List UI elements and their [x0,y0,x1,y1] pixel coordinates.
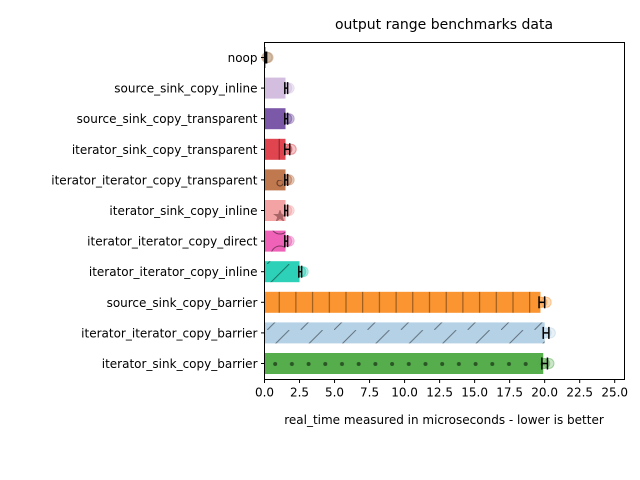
x-tick-label: 25.0 [601,386,628,400]
chart-title: output range benchmarks data [335,17,553,33]
x-tick-label: 7.5 [360,386,379,400]
y-tick-label: iterator_sink_copy_barrier [102,357,258,371]
x-tick-label: 15.0 [461,386,488,400]
x-tick-label: 22.5 [566,386,593,400]
x-tick-label: 0.0 [255,386,274,400]
bars-layer [261,47,556,374]
y-tick-label: iterator_iterator_copy_barrier [81,326,257,340]
x-tick-label: 17.5 [496,386,523,400]
y-tick-label: source_sink_copy_inline [114,82,257,96]
y-tick-label: iterator_iterator_copy_transparent [51,173,258,187]
x-axis-label: real_time measured in microseconds - low… [284,413,604,427]
bar-iterator_iterator_copy_transparent [264,169,286,191]
y-tick-label: source_sink_copy_barrier [107,296,258,310]
x-tick-label: 2.5 [290,386,309,400]
x-tick-label: 10.0 [391,386,418,400]
bar-iterator_sink_copy_barrier [264,353,544,374]
x-tick-label: 20.0 [531,386,558,400]
y-axis-ticks: noop source_sink_copy_inline source_sink_c… [51,51,265,371]
y-tick-label: iterator_iterator_copy_direct [87,235,258,249]
bar-source_sink_copy_inline [264,77,286,99]
y-tick-label: source_sink_copy_transparent [77,112,258,126]
y-tick-label: noop [228,51,258,65]
y-tick-label: iterator_sink_copy_inline [109,204,257,218]
x-axis-ticks: 0.0 2.5 5.0 7.5 10.0 12.5 15.0 17.5 20.0 22.5 25.0 [255,379,628,400]
y-tick-label: iterator_sink_copy_transparent [72,143,258,157]
bar-iterator_iterator_copy_inline [264,261,300,283]
y-tick-label: iterator_iterator_copy_inline [89,265,258,279]
bar-iterator_sink_copy_transparent [264,138,286,160]
bar-iterator_iterator_copy_direct [264,230,286,252]
bar-iterator_sink_copy_inline [264,200,286,221]
x-tick-label: 5.0 [325,386,344,400]
x-tick-label: 12.5 [426,386,453,400]
bar-source_sink_copy_transparent [264,108,286,130]
bar-iterator_iterator_copy_barrier [264,322,545,344]
bar-source_sink_copy_barrier [264,291,541,313]
